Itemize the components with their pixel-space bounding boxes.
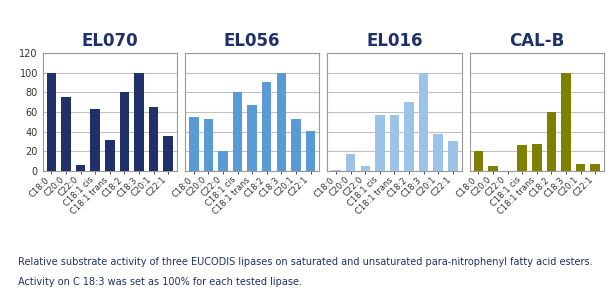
Bar: [233, 92, 242, 171]
Bar: [134, 73, 144, 171]
Bar: [163, 136, 173, 171]
Bar: [488, 166, 498, 171]
Title: EL070: EL070: [82, 32, 138, 50]
Title: EL056: EL056: [224, 32, 281, 50]
Bar: [419, 73, 428, 171]
Bar: [248, 105, 257, 171]
Bar: [47, 73, 56, 171]
Bar: [105, 140, 115, 171]
Bar: [532, 144, 542, 171]
Bar: [517, 145, 527, 171]
Bar: [331, 170, 341, 171]
Bar: [576, 164, 585, 171]
Bar: [76, 165, 85, 171]
Bar: [262, 82, 271, 171]
Bar: [204, 119, 213, 171]
Title: CAL-B: CAL-B: [509, 32, 564, 50]
Bar: [189, 117, 198, 171]
Bar: [590, 164, 600, 171]
Text: Activity on C 18:3 was set as 100% for each tested lipase.: Activity on C 18:3 was set as 100% for e…: [18, 277, 303, 287]
Bar: [62, 97, 71, 171]
Text: Relative substrate activity of three EUCODIS lipases on saturated and unsaturate: Relative substrate activity of three EUC…: [18, 257, 593, 267]
Bar: [306, 131, 315, 171]
Bar: [346, 154, 356, 171]
Bar: [90, 109, 100, 171]
Bar: [375, 115, 385, 171]
Bar: [561, 73, 571, 171]
Bar: [448, 141, 458, 171]
Bar: [390, 115, 399, 171]
Bar: [218, 151, 228, 171]
Bar: [120, 92, 129, 171]
Bar: [547, 112, 556, 171]
Bar: [404, 102, 414, 171]
Bar: [149, 107, 159, 171]
Bar: [276, 73, 286, 171]
Bar: [434, 134, 443, 171]
Bar: [361, 166, 370, 171]
Title: EL016: EL016: [366, 32, 423, 50]
Bar: [291, 119, 301, 171]
Bar: [473, 151, 483, 171]
